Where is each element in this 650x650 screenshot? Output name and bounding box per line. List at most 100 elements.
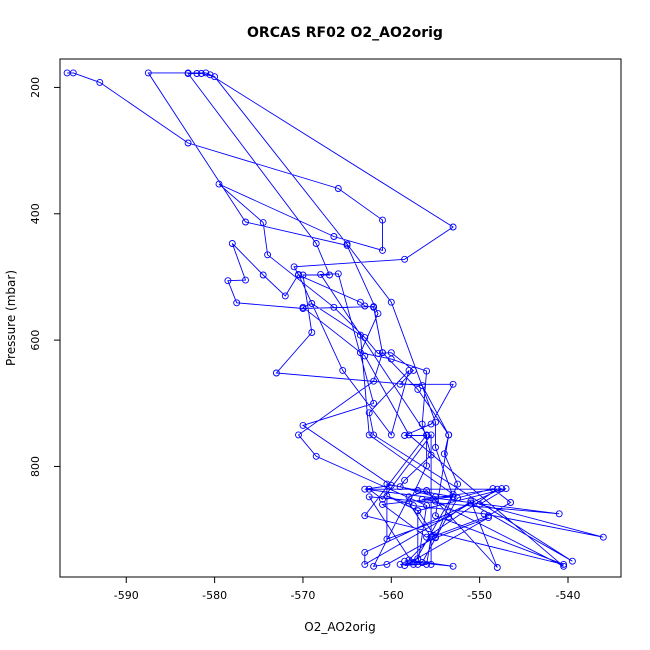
y-tick-label: 600 [29,330,42,351]
data-point [233,299,241,307]
data-point [387,298,395,306]
data-point [330,303,338,311]
data-point [498,485,506,493]
data-point [290,263,298,271]
data-point [370,377,378,385]
data-point [379,246,386,254]
data-point [361,548,369,556]
data-point [445,431,453,439]
data-point [299,421,307,429]
chart-title: ORCAS RF02 O2_AO2orig [247,25,443,41]
data-point [432,493,439,501]
data-point [423,533,431,541]
data-point [308,300,316,307]
data-point [489,485,497,493]
data-point [423,560,431,568]
data-point [401,557,409,565]
data-point [365,409,373,417]
data-point [502,485,510,493]
data-point [96,78,104,86]
data-point [356,349,364,357]
data-point [440,450,448,458]
data-point [427,431,435,439]
data-point [343,240,351,248]
data-point [467,497,475,505]
data-point [418,495,426,503]
data-point [432,512,439,520]
data-point [365,431,373,439]
data-point [454,494,462,502]
data-point [401,562,409,570]
data-point [272,369,280,377]
data-point [228,240,236,247]
y-tick-label: 400 [29,203,42,224]
data-point [405,431,413,439]
data-point [387,481,395,489]
data-point [361,512,369,520]
y-axis-label: Pressure (mbar) [4,270,18,366]
data-point [427,420,435,428]
data-point [414,385,422,393]
data-point [299,305,307,312]
series-line [67,72,604,568]
data-point [507,499,515,506]
data-point [427,560,435,568]
data-point [361,352,369,360]
data-point [299,271,307,279]
data-point [383,535,391,543]
data-point [308,329,316,336]
data-point [361,560,369,568]
data-point [449,562,457,570]
data-point [224,277,232,285]
data-point [480,510,488,518]
data-point [206,71,214,79]
data-point [356,331,364,339]
plot-frame [59,58,622,578]
data-point [560,562,568,570]
x-axis: -590 -580 -570 -560 -550 -540 [114,577,580,602]
data-point [317,270,325,278]
data-point [365,493,373,501]
data-point [211,73,219,81]
data-point [467,499,475,507]
data-point [401,432,409,439]
data-point [454,480,462,488]
data-point [379,349,386,357]
data-point [485,512,492,520]
data-point [259,219,267,227]
x-tick-label: -590 [114,589,139,602]
data-point [449,223,457,231]
data-point [361,485,369,493]
data-point [184,139,192,147]
data-point [379,495,386,503]
data-point [365,485,373,493]
data-point [197,70,205,77]
data-point [69,69,77,77]
data-point [414,507,422,515]
data-point [379,500,386,508]
data-point [396,380,404,388]
data-point [445,513,453,521]
data-point [423,367,431,375]
data-point [493,564,501,571]
data-point [599,533,607,541]
x-tick-label: -570 [290,589,315,602]
data-point [414,560,422,568]
data-point [405,366,413,374]
data-point [449,490,457,498]
data-point [374,310,382,318]
data-point [383,560,391,568]
data-point [568,557,576,565]
data-point [144,69,152,77]
data-point [370,431,378,439]
data-point [387,355,395,363]
data-point [423,431,431,439]
data-point [193,70,201,77]
data-point [242,276,249,284]
data-point [432,444,439,451]
data-point [215,180,223,188]
data-point [387,431,395,439]
data-point [379,216,386,224]
data-point [432,497,439,505]
